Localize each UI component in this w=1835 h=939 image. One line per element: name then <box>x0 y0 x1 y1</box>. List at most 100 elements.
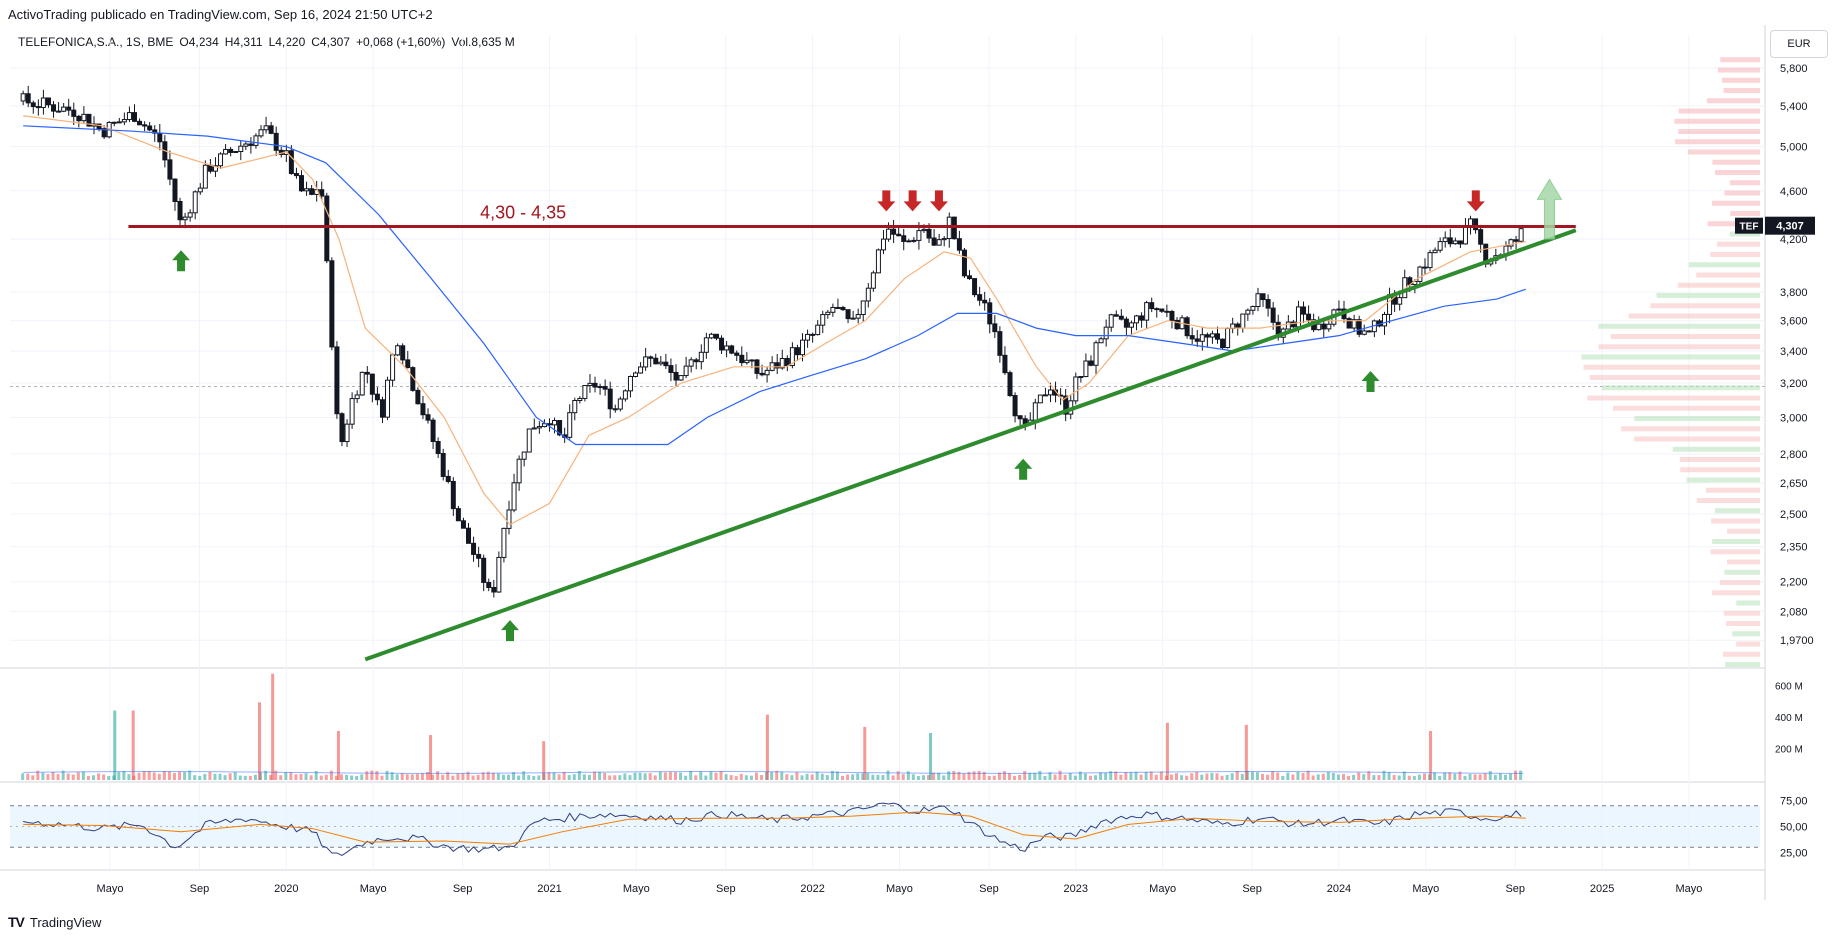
candle-body <box>25 93 31 104</box>
candle-body <box>1225 327 1231 349</box>
volume-bar <box>1402 771 1406 780</box>
volume-profile-bar <box>1634 436 1760 442</box>
volume-bar <box>466 771 470 780</box>
symbol-name[interactable]: TELEFONICA,S.A., 1S, BME <box>18 35 174 49</box>
candle-body <box>1108 314 1114 328</box>
candle-body <box>789 347 795 367</box>
candle-body <box>1184 317 1190 337</box>
volume-bar <box>375 771 379 780</box>
volume-profile-bar <box>1612 405 1760 411</box>
candle-body <box>1498 254 1504 257</box>
candle-body <box>521 451 527 460</box>
volume-bar <box>142 771 146 780</box>
candle-body <box>1230 323 1236 329</box>
volume-bar <box>152 772 156 780</box>
volume-bar <box>41 772 45 780</box>
x-tick-label: Mayo <box>886 883 913 895</box>
candle-body <box>759 372 765 376</box>
volume-bar <box>360 774 364 780</box>
volume-bar <box>107 776 111 780</box>
candle-body <box>891 228 897 235</box>
volume-profile-bar <box>1679 457 1760 462</box>
volume-profile-bar <box>1712 539 1760 544</box>
candle-body <box>587 382 593 387</box>
rsi-tick-label: 25,00 <box>1780 847 1808 859</box>
volume-bar <box>957 771 961 780</box>
candle-body <box>977 294 983 301</box>
last-price-tag <box>1765 216 1815 235</box>
volume-bar <box>395 774 399 780</box>
candle-body <box>744 359 750 364</box>
candle-body <box>739 354 745 364</box>
candle-body <box>1331 309 1337 325</box>
candle-body <box>724 345 730 351</box>
candle-body <box>886 228 892 240</box>
candle-body <box>258 129 264 137</box>
volume-bar <box>891 775 895 780</box>
volume-bar <box>496 773 500 780</box>
volume-bar <box>1301 773 1305 780</box>
volume-bar <box>830 770 834 780</box>
candle-body <box>1058 394 1064 397</box>
candle-body <box>511 482 517 511</box>
volume-profile-bar <box>1686 477 1760 483</box>
volume-bar <box>66 773 70 780</box>
volume-spike-bar <box>765 714 769 780</box>
candle-body <box>1473 218 1479 231</box>
rsi-pane <box>10 802 1760 856</box>
currency-selector[interactable]: EUR <box>1770 30 1828 58</box>
volume-bar <box>1028 772 1032 780</box>
candle-body <box>1432 249 1438 254</box>
volume-bar <box>577 770 581 780</box>
candle-body <box>379 399 385 418</box>
volume-bar <box>193 775 197 780</box>
candle-body <box>187 212 193 218</box>
candle-body <box>779 357 785 369</box>
candle-body <box>794 347 800 356</box>
volume-bar <box>1428 774 1432 780</box>
candle-body <box>713 333 719 339</box>
volume-bar <box>1230 773 1234 780</box>
volume-bar <box>770 772 774 780</box>
candle-body <box>218 153 224 167</box>
volume-bar <box>527 775 531 780</box>
candle-body <box>880 238 886 251</box>
candle-body <box>1366 330 1372 333</box>
rsi-tick-label: 75,00 <box>1780 796 1808 808</box>
volume-bar <box>840 775 844 780</box>
candle-body <box>1306 313 1312 321</box>
volume-bar <box>122 770 126 780</box>
candle-body <box>1002 354 1008 374</box>
candle-body <box>956 238 962 251</box>
candle-body <box>339 413 345 443</box>
candle-body <box>66 106 72 111</box>
rsi-band-fill <box>10 805 1760 848</box>
volume-bar <box>1417 774 1421 780</box>
volume-bar <box>1362 774 1366 780</box>
volume-bar <box>532 775 536 780</box>
volume-bar <box>26 773 30 780</box>
volume-profile-bar <box>1719 580 1760 585</box>
candle-body <box>369 373 375 395</box>
volume-bar <box>1498 773 1502 780</box>
candle-body <box>1174 319 1180 330</box>
volume-profile-bar <box>1711 590 1760 596</box>
candle-body <box>61 106 67 112</box>
candle-body <box>982 299 988 304</box>
volume-bar <box>977 770 981 780</box>
candle-body <box>1402 277 1408 299</box>
candle-body <box>1042 394 1048 397</box>
symbol-legend: TELEFONICA,S.A., 1S, BME O4,234 H4,311 L… <box>18 35 515 49</box>
price-tick-label: 3,800 <box>1780 287 1808 299</box>
price-tick-label: 5,400 <box>1780 101 1808 113</box>
legend-volume: Vol.8,635 M <box>451 35 515 49</box>
volume-bar <box>1175 773 1179 780</box>
volume-bar <box>198 775 202 780</box>
candle-body <box>633 372 639 377</box>
volume-bar <box>31 775 35 780</box>
candle-body <box>1063 395 1069 415</box>
volume-bar <box>1453 773 1457 780</box>
candle-body <box>967 275 973 280</box>
candle-body <box>536 426 542 429</box>
